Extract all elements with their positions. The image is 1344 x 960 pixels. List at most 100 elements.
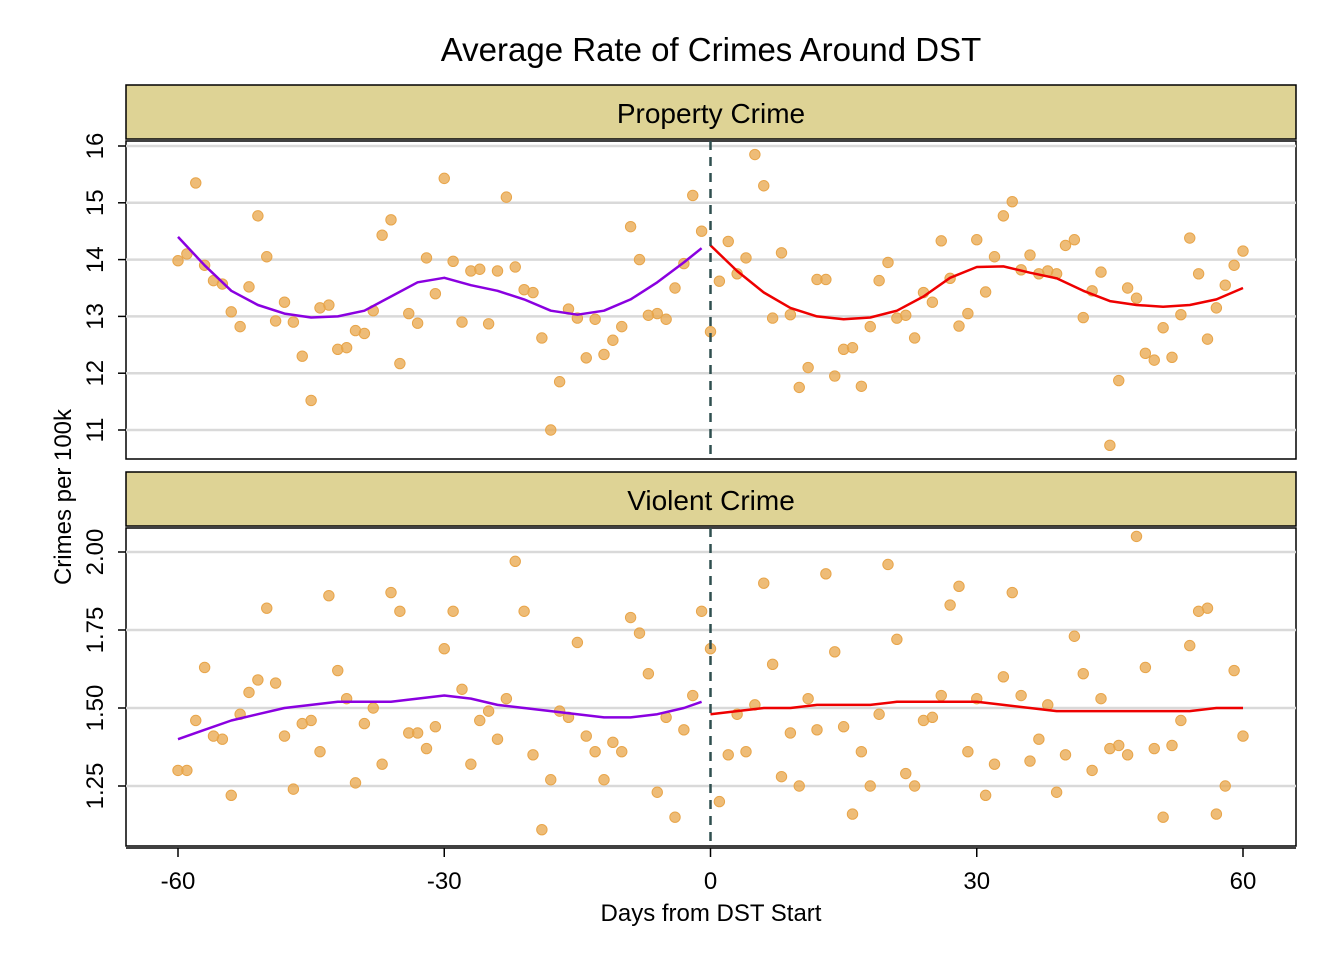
panel-violent-crime: Violent Crime 1.25 1.50 1.75 2.00 (82, 471, 1297, 847)
violent-data-point (1184, 639, 1196, 652)
property-y-tick-label: 13 (82, 303, 109, 330)
violent-data-point (1210, 808, 1223, 820)
property-data-point (1139, 347, 1152, 360)
violent-data-point (1201, 602, 1214, 614)
violent-data-point (678, 724, 690, 736)
property-data-point (775, 247, 788, 259)
violent-data-point (829, 646, 841, 658)
property-strip-label: Property Crime (617, 98, 805, 129)
property-data-point (1077, 311, 1089, 324)
violent-data-point (669, 811, 681, 823)
violent-data-point (181, 764, 193, 777)
violent-data-point (1095, 692, 1107, 705)
violent-data-point (837, 721, 850, 733)
property-data-point (181, 248, 193, 260)
violent-data-point (1148, 742, 1160, 755)
violent-data-point (376, 758, 388, 770)
property-data-point (740, 252, 752, 264)
violent-data-point (1086, 764, 1098, 777)
violent-data-point (1024, 755, 1036, 767)
violent-data-point (314, 745, 326, 758)
violent-data-point (420, 742, 433, 755)
property-y-tick-label: 11 (82, 418, 109, 443)
property-data-point (633, 253, 646, 266)
property-data-point (908, 332, 921, 344)
violent-data-point (509, 555, 521, 568)
property-data-point (979, 286, 992, 298)
property-data-point (766, 312, 779, 324)
violent-data-point (802, 692, 814, 705)
property-data-point (758, 180, 770, 192)
violent-strip-label: Violent Crime (627, 485, 795, 516)
property-data-point (296, 350, 308, 362)
violent-data-point (811, 724, 823, 736)
violent-data-point (935, 689, 947, 702)
violent-y-tick-label: 2.00 (82, 529, 109, 576)
chart-title: Average Rate of Crimes Around DST (441, 31, 981, 68)
violent-data-point (979, 789, 992, 802)
violent-data-point (367, 702, 379, 714)
violent-data-point (349, 777, 362, 789)
property-y-tick-label: 12 (82, 360, 109, 387)
property-data-point (1201, 333, 1214, 345)
violent-data-point (358, 717, 371, 730)
property-data-point (482, 318, 495, 330)
property-y-tick-label: 15 (82, 189, 109, 216)
violent-data-point (687, 689, 699, 702)
property-data-point (536, 332, 548, 344)
violent-data-point (198, 661, 211, 674)
property-data-point (420, 252, 433, 264)
property-data-point (829, 370, 841, 382)
property-data-point (651, 307, 663, 320)
violent-data-point (793, 780, 805, 792)
property-data-point (323, 299, 335, 311)
property-data-point (376, 229, 388, 241)
property-data-point (411, 317, 424, 329)
property-data-point (722, 235, 734, 248)
violent-data-point (429, 721, 442, 733)
property-data-point (695, 225, 708, 237)
violent-data-point (846, 808, 859, 820)
property-data-point (172, 255, 184, 267)
property-data-point (1095, 266, 1107, 278)
x-tick-label: -60 (161, 868, 196, 895)
violent-data-point (482, 705, 495, 717)
violent-data-point (243, 686, 255, 699)
property-data-point (509, 261, 521, 273)
property-data-point (580, 352, 592, 364)
violent-data-point (474, 714, 486, 727)
property-data-point (713, 275, 726, 287)
violent-data-point (589, 745, 601, 758)
x-tick-label: 60 (1230, 868, 1257, 895)
property-data-point (864, 320, 876, 333)
property-data-point (1006, 195, 1018, 208)
violent-data-point (651, 786, 663, 798)
property-data-point (1237, 245, 1249, 257)
violent-data-point (216, 733, 229, 745)
property-data-point (1059, 239, 1072, 252)
violent-data-point (447, 605, 459, 617)
property-data-point (793, 381, 805, 394)
property-data-point (527, 286, 539, 299)
property-strip (125, 84, 1297, 140)
property-data-point (802, 361, 814, 374)
violent-fit-before (177, 694, 703, 741)
violent-data-point (1050, 786, 1063, 798)
violent-data-point (944, 599, 956, 611)
violent-data-point (305, 714, 317, 727)
property-data-point (1228, 259, 1240, 271)
violent-data-point (456, 683, 468, 695)
violent-data-point (491, 733, 504, 745)
property-data-point (1184, 232, 1196, 244)
violent-data-point (580, 730, 592, 742)
violent-data-point (1077, 667, 1089, 680)
y-axis-label: Crimes per 100k (50, 408, 77, 585)
violent-data-point (598, 774, 610, 786)
violent-data-point (1130, 530, 1143, 543)
property-data-point (926, 296, 939, 308)
property-data-point (988, 251, 1001, 263)
property-data-point (500, 191, 513, 203)
property-data-point (269, 315, 282, 327)
property-data-point (589, 313, 601, 325)
